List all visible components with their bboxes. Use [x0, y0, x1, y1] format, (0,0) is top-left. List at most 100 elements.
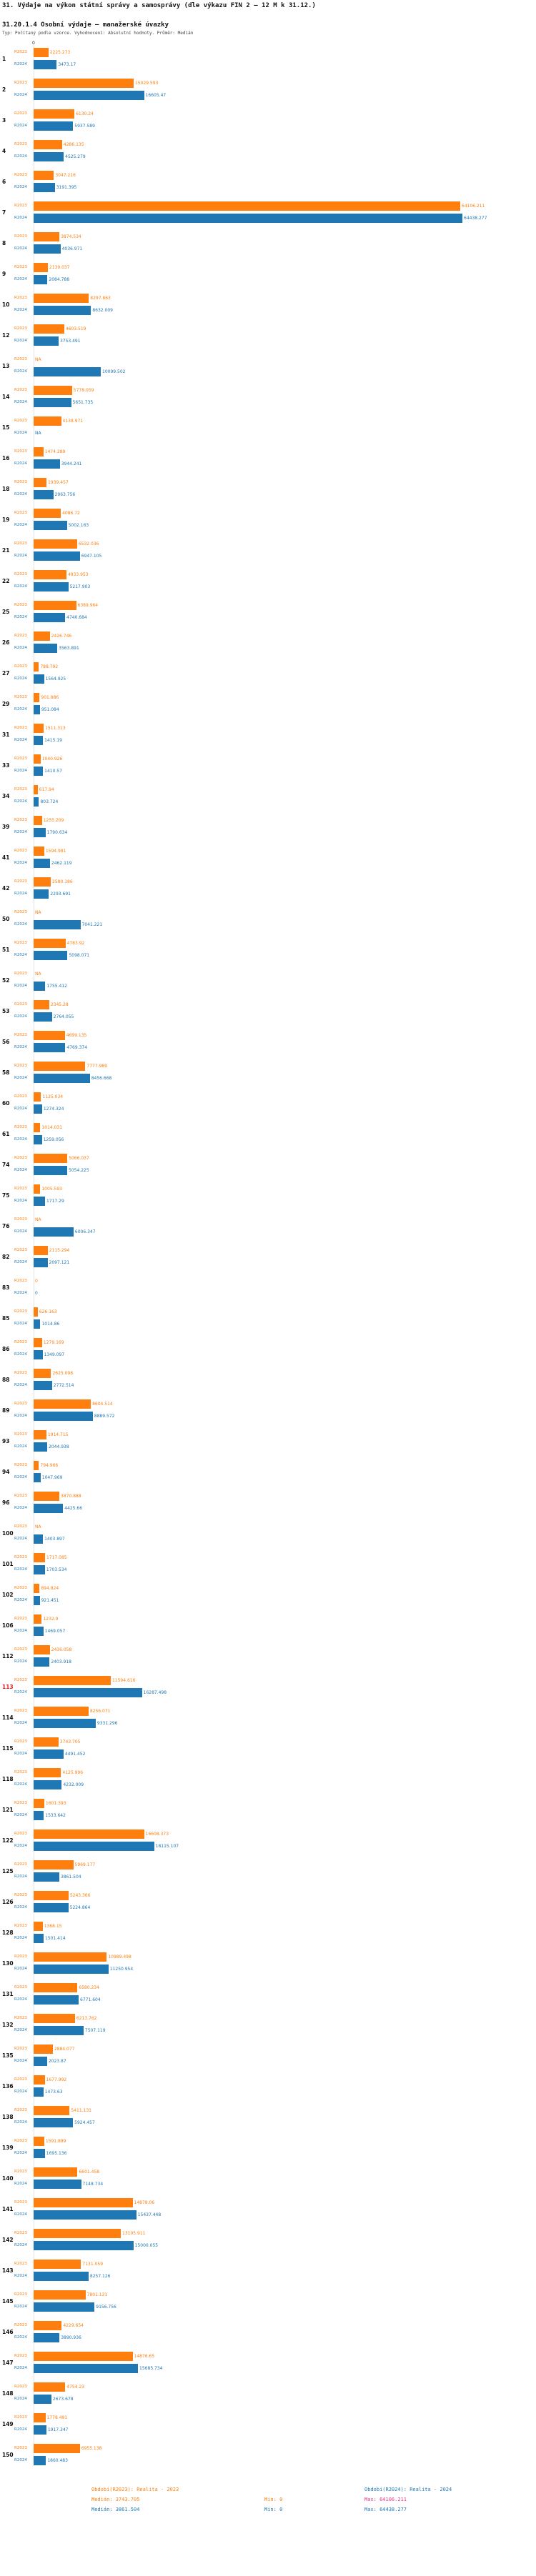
bar-r2023[interactable] — [34, 263, 48, 272]
bar-r2023[interactable] — [34, 232, 60, 241]
bar-r2023[interactable] — [34, 1584, 40, 1593]
bar-r2023[interactable] — [34, 1000, 49, 1009]
bar-r2024[interactable] — [34, 1135, 42, 1144]
bar-r2023[interactable] — [34, 1768, 61, 1777]
bar-r2024[interactable] — [34, 2272, 89, 2281]
bar-r2024[interactable] — [34, 1166, 68, 1175]
bar-r2024[interactable] — [34, 1412, 93, 1421]
bar-r2024[interactable] — [34, 2180, 81, 2189]
bar-r2024[interactable] — [34, 2425, 46, 2435]
bar-r2023[interactable] — [34, 2045, 53, 2054]
bar-r2024[interactable] — [34, 521, 67, 530]
bar-r2024[interactable] — [34, 2087, 44, 2097]
bar-r2023[interactable] — [34, 1829, 144, 1839]
bar-r2024[interactable] — [34, 767, 44, 776]
bar-r2024[interactable] — [34, 1227, 74, 1237]
bar-r2024[interactable] — [34, 797, 39, 807]
bar-r2023[interactable] — [34, 324, 64, 334]
legend-r2024[interactable]: Období(R2024): Realita - 2024 — [364, 2487, 452, 2492]
bar-r2024[interactable] — [34, 1995, 79, 2005]
bar-r2023[interactable] — [34, 1338, 42, 1347]
bar-r2024[interactable] — [34, 613, 66, 622]
bar-r2023[interactable] — [34, 2229, 121, 2238]
bar-r2023[interactable] — [34, 539, 77, 549]
bar-r2024[interactable] — [34, 1442, 48, 1452]
bar-r2024[interactable] — [34, 859, 50, 868]
bar-r2023[interactable] — [34, 509, 61, 518]
bar-r2023[interactable] — [34, 79, 134, 88]
bar-r2024[interactable] — [34, 2395, 51, 2404]
bar-r2024[interactable] — [34, 367, 101, 376]
bar-r2023[interactable] — [34, 109, 75, 119]
bar-r2024[interactable] — [34, 1719, 96, 1728]
bar-r2023[interactable] — [34, 386, 72, 395]
bar-r2023[interactable] — [34, 2321, 62, 2330]
bar-r2024[interactable] — [34, 920, 81, 929]
bar-r2023[interactable] — [34, 201, 460, 211]
bar-r2024[interactable] — [34, 121, 74, 131]
bar-r2023[interactable] — [34, 785, 38, 794]
bar-r2023[interactable] — [34, 1983, 78, 1992]
bar-r2023[interactable] — [34, 48, 49, 57]
bar-r2024[interactable] — [34, 1749, 64, 1759]
bar-r2023[interactable] — [34, 2260, 81, 2269]
bar-r2024[interactable] — [34, 674, 44, 684]
bar-r2023[interactable] — [34, 447, 44, 456]
bar-r2023[interactable] — [34, 2290, 86, 2300]
bar-r2024[interactable] — [34, 1043, 66, 1052]
bar-r2024[interactable] — [34, 244, 61, 254]
bar-r2023[interactable] — [34, 294, 89, 303]
bar-r2023[interactable] — [34, 1799, 44, 1808]
bar-r2024[interactable] — [34, 2302, 95, 2312]
bar-r2024[interactable] — [34, 1381, 52, 1390]
bar-r2023[interactable] — [34, 2075, 45, 2085]
bar-r2024[interactable] — [34, 398, 71, 407]
bar-r2023[interactable] — [34, 1492, 60, 1501]
bar-r2024[interactable] — [34, 152, 64, 161]
bar-r2024[interactable] — [34, 60, 57, 69]
bar-r2023[interactable] — [34, 1737, 59, 1747]
bar-r2024[interactable] — [34, 2333, 60, 2342]
bar-r2023[interactable] — [34, 1399, 91, 1409]
bar-r2024[interactable] — [34, 889, 49, 899]
bar-r2023[interactable] — [34, 1614, 42, 1624]
bar-r2023[interactable] — [34, 2413, 46, 2422]
bar-r2023[interactable] — [34, 816, 42, 825]
bar-r2023[interactable] — [34, 1092, 41, 1102]
bar-r2023[interactable] — [34, 1123, 41, 1132]
bar-r2024[interactable] — [34, 2149, 45, 2158]
bar-r2024[interactable] — [34, 336, 59, 346]
bar-r2024[interactable] — [34, 1627, 44, 1636]
bar-r2024[interactable] — [34, 1811, 44, 1820]
bar-r2023[interactable] — [34, 1891, 69, 1900]
bar-r2024[interactable] — [34, 736, 44, 745]
bar-r2024[interactable] — [34, 1965, 109, 1974]
bar-r2023[interactable] — [34, 631, 50, 641]
bar-r2023[interactable] — [34, 1645, 50, 1654]
bar-r2024[interactable] — [34, 2026, 84, 2035]
bar-r2024[interactable] — [34, 1534, 44, 1544]
bar-r2024[interactable] — [34, 2118, 74, 2127]
bar-r2023[interactable] — [34, 754, 41, 764]
bar-r2024[interactable] — [34, 828, 46, 837]
bar-r2023[interactable] — [34, 724, 44, 733]
bar-r2024[interactable] — [34, 1197, 45, 1206]
bar-r2023[interactable] — [34, 2106, 70, 2115]
bar-r2024[interactable] — [34, 644, 58, 653]
bar-r2023[interactable] — [34, 1031, 65, 1040]
bar-r2023[interactable] — [34, 601, 76, 610]
bar-r2023[interactable] — [34, 140, 62, 149]
bar-r2023[interactable] — [34, 2198, 133, 2207]
bar-r2024[interactable] — [34, 490, 54, 499]
legend-r2023[interactable]: Období(R2023): Realita - 2023 — [91, 2487, 179, 2492]
bar-r2024[interactable] — [34, 183, 55, 192]
bar-r2024[interactable] — [34, 951, 68, 960]
bar-r2023[interactable] — [34, 2444, 80, 2453]
bar-r2023[interactable] — [34, 1461, 39, 1470]
bar-r2023[interactable] — [34, 939, 66, 948]
bar-r2024[interactable] — [34, 1872, 59, 1882]
bar-r2023[interactable] — [34, 1952, 107, 1962]
bar-r2024[interactable] — [34, 1504, 64, 1513]
bar-r2023[interactable] — [34, 1860, 74, 1869]
bar-r2023[interactable] — [34, 2352, 133, 2361]
